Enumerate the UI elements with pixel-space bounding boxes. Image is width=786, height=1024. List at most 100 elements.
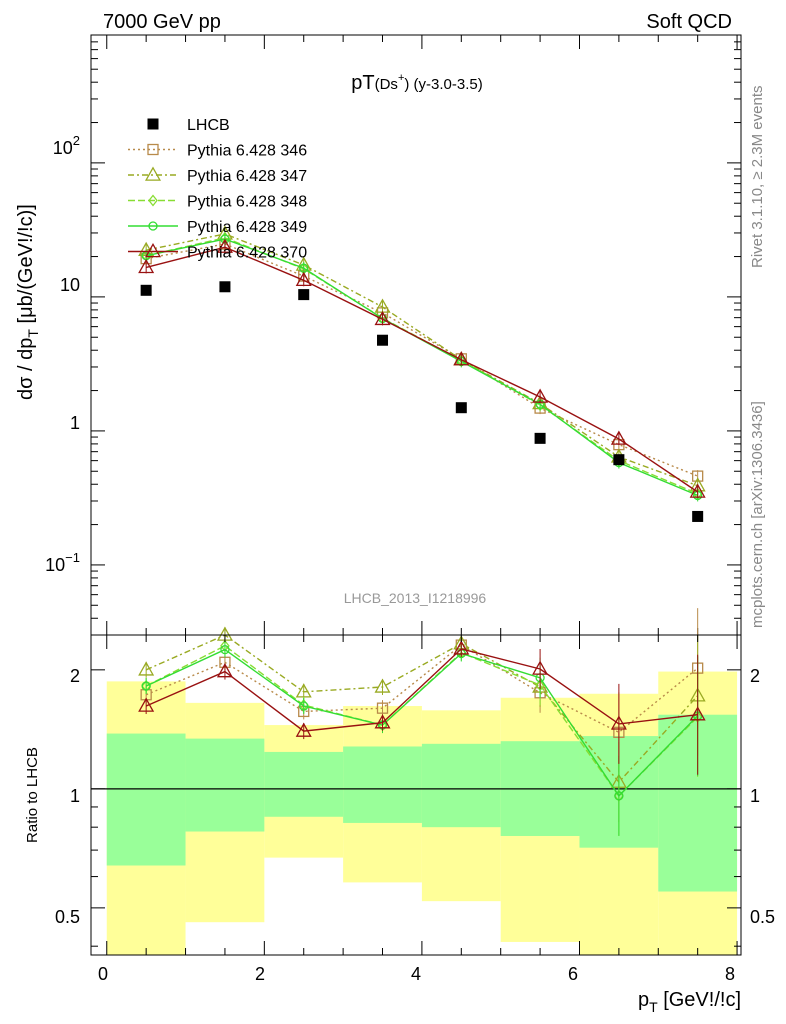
ratio-ytick-2-right: 2 [750,666,760,686]
main-series-group [138,225,706,502]
ratio-ytick-2-left: 2 [70,666,80,686]
series-line-1 [146,243,698,477]
ratio-uncertainty-bands [106,671,738,955]
legend-label: Pythia 6.428 346 [187,143,307,160]
ratio-series-group [138,608,706,836]
legend-marker [144,242,162,258]
lhcb-point [692,510,704,522]
ratio-line-1 [145,644,699,734]
ratio-line-4 [145,648,699,798]
legend-marker [148,194,158,207]
legend-label: Pythia 6.428 370 [187,245,307,262]
main-ylabel-main: dσ / dp [15,338,37,400]
plot-title-sup: + [398,72,404,84]
plot-title-sub: (Ds [375,76,398,93]
ytick-label-100: 102 [53,133,80,158]
ytick-label-10: 10 [60,275,80,295]
ratio-point [374,714,391,729]
ratio-point [138,697,155,712]
ytick-100-base: 10 [53,138,73,158]
lhcb-point [377,334,389,346]
series-point [374,310,391,326]
series-point [453,351,470,366]
band-inner [421,743,501,828]
ratio-point [374,678,391,693]
main-panel: pT(Ds+) (y-3.0-3.5) 102 10 1 10−1 dσ / d… [15,34,742,636]
ratio-point [299,701,309,711]
ytick-100-exp: 2 [73,133,80,148]
legend-marker [147,143,159,156]
ratio-panel: 0.5 1 2 0.5 1 2 0 2 4 6 8 Ratio to LHCB … [24,608,775,1015]
rivet-label: Rivet 3.1.10, ≥ 2.3M events [749,86,766,269]
ratio-ytick-1-left: 1 [70,786,80,806]
ratio-line-5 [145,648,698,732]
ratio-point [138,661,155,676]
band-inner [343,746,422,823]
lhcb-point [455,402,467,414]
series-point [532,388,549,403]
ratio-ytick-0.5-left: 0.5 [55,907,80,927]
lhcb-point [534,432,546,444]
xlabel: pT [GeV!/!c] [638,989,741,1015]
ratio-point [689,706,706,721]
analysis-label: LHCB_2013_I1218996 [344,590,487,606]
ratio-point [614,791,624,801]
plot-title-main: pT [351,72,374,94]
ratio-ytick-0.5-right: 0.5 [750,907,775,927]
lhcb-point [613,454,625,466]
legend-label: Pythia 6.428 347 [187,168,307,185]
series-point [216,238,233,253]
legend-label: Pythia 6.428 349 [187,219,307,236]
legend-marker [147,118,159,130]
band-inner [106,733,186,866]
lhcb-point [140,284,152,296]
plot-title-tail: ) (y-3.0-3.5) [404,76,482,93]
plot-title: pT(Ds+) (y-3.0-3.5) [351,72,482,94]
ratio-point [295,683,312,698]
ratio-ylabel: Ratio to LHCB [24,747,41,843]
xlabel-sub: T [649,999,658,1015]
mcplots-label: mcplots.cern.ch [arXiv:1306.3436] [749,401,766,628]
lhcb-point [219,281,231,293]
legend-label: Pythia 6.428 348 [187,194,307,211]
xtick-label-8: 8 [725,964,735,984]
main-ylabel-sub: T [25,329,41,338]
ratio-line-2 [145,634,699,784]
ratio-point [453,640,470,655]
header-process-label: Soft QCD [646,11,732,33]
series-point [689,483,706,498]
ratio-frame [90,634,742,956]
series-point [138,258,155,274]
ytick-0.1-base: 10 [45,555,65,575]
xtick-label-4: 4 [411,964,421,984]
ratio-point [376,702,389,714]
ratio-point [216,663,233,678]
ytick-label-0.1: 10−1 [45,550,80,575]
ratio-axis-ticks [91,635,741,955]
lhcb-data-points [140,281,704,522]
ratio-point [532,660,549,675]
band-inner [264,751,344,817]
ratio-point [295,722,312,737]
xtick-label-0: 0 [98,964,108,984]
ratio-point [610,715,627,730]
ytick-0.1-exp: −1 [65,550,80,565]
series-point [610,430,627,445]
lhcb-point [298,289,310,301]
series-line-2 [146,233,698,487]
main-ylabel-tail: [μb/(GeV!/!c)] [15,204,37,329]
main-ylabel: dσ / dpT [μb/(GeV!/!c)] [15,204,41,400]
legend: LHCB Pythia 6.428 346 Pythia 6.428 347 Pyth… [128,117,307,262]
main-axis-ticks [91,34,741,636]
ratio-ytick-1-right: 1 [750,786,760,806]
legend-marker [144,166,162,181]
xtick-label-2: 2 [255,964,265,984]
ytick-label-1: 1 [70,413,80,433]
xlabel-main: p [638,989,649,1011]
band-inner [185,738,265,832]
ratio-point [220,644,230,655]
legend-label: LHCB [187,117,230,134]
xtick-label-6: 6 [568,964,578,984]
series-point [295,271,312,287]
